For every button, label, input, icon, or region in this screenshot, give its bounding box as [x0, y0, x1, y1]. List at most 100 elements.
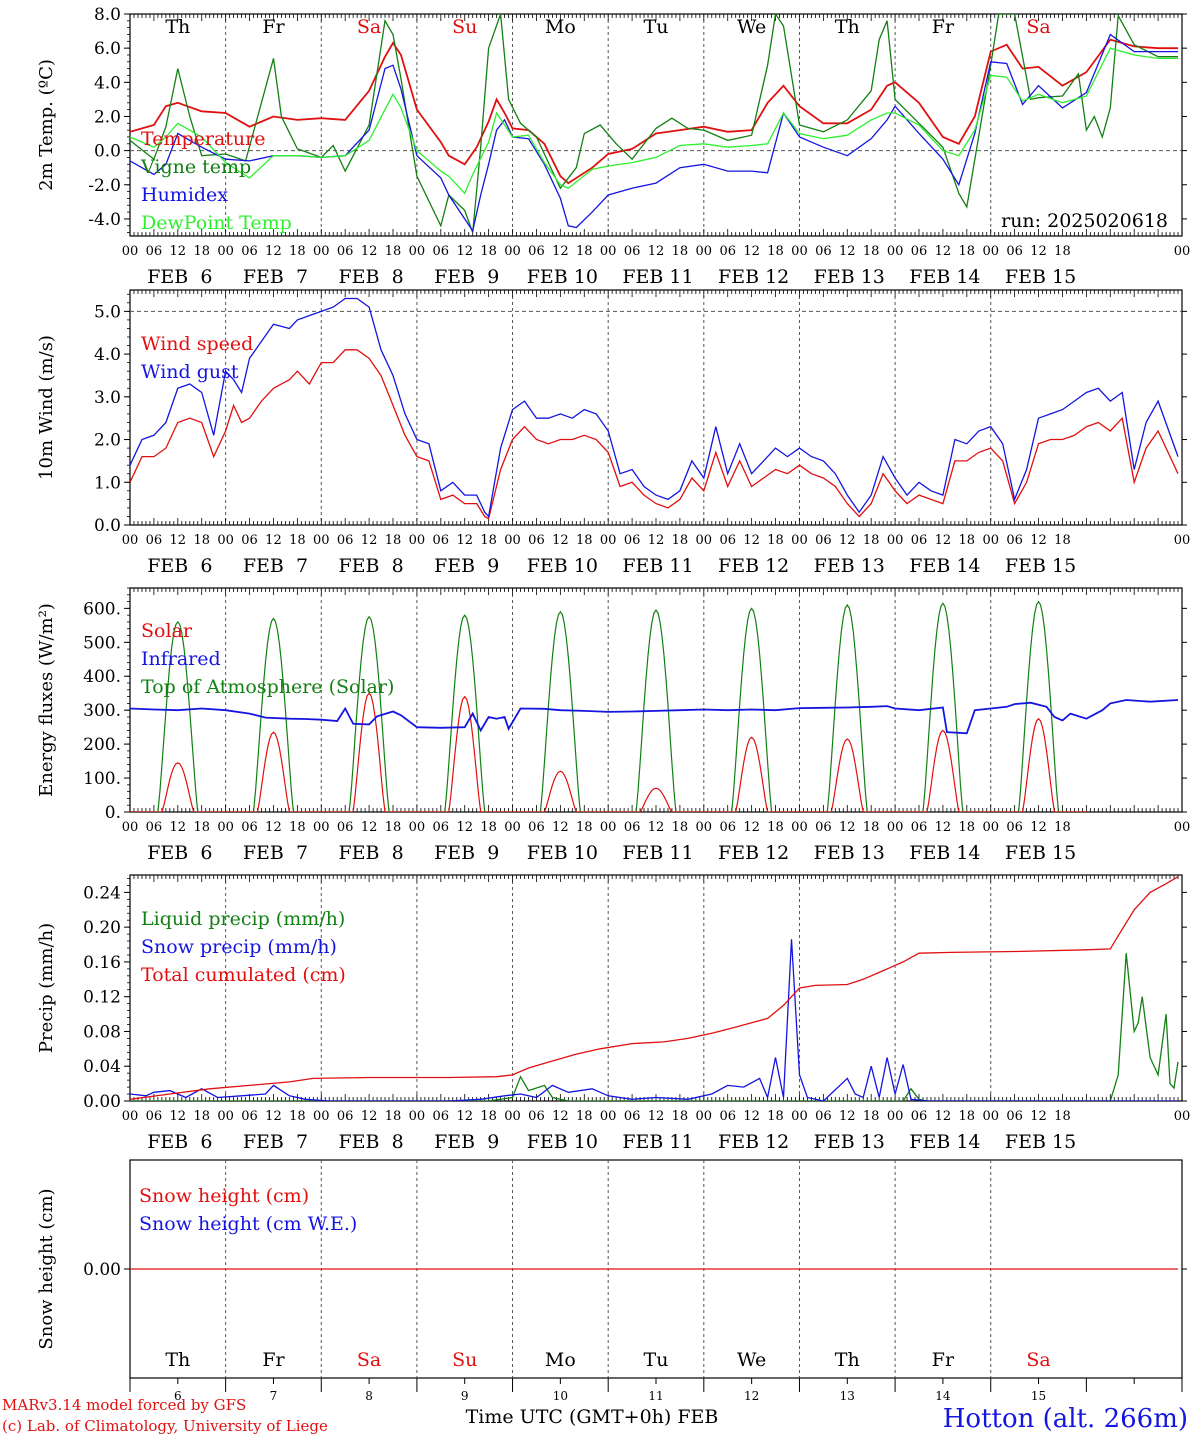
- x-hour-label: 06: [146, 533, 163, 548]
- y-axis-label: 2m Temp. (ºC): [36, 59, 57, 191]
- x-hour-label: 18: [863, 820, 880, 835]
- x-date-label: FEB 9: [434, 842, 499, 864]
- x-hour-label: 18: [576, 533, 593, 548]
- series-line: [130, 47, 1178, 195]
- x-date-label: FEB 6: [147, 842, 212, 864]
- y-tick-label: 0.: [105, 803, 121, 823]
- lab-credit: (c) Lab. of Climatology, University of L…: [2, 1417, 328, 1435]
- x-hour-label: 18: [672, 533, 689, 548]
- series-line: [130, 33, 1178, 233]
- legend-entry: Liquid precip (mm/h): [141, 908, 345, 930]
- x-hour-label: 06: [911, 533, 928, 548]
- day-name: Fr: [932, 16, 955, 38]
- x-hour-label: 12: [935, 1109, 952, 1124]
- x-hour-label: 12: [1030, 533, 1047, 548]
- x-hour-label: 18: [1054, 1109, 1071, 1124]
- x-hour-label: 18: [863, 533, 880, 548]
- day-name: Fr: [932, 1349, 955, 1371]
- y-axis-label: Energy fluxes (W/m²): [36, 603, 57, 797]
- x-hour-label: 00: [122, 820, 139, 835]
- x-date-label: FEB 13: [814, 266, 885, 288]
- x-date-label: FEB 9: [434, 555, 499, 577]
- y-tick-label: 3.0: [94, 388, 121, 408]
- x-date-label: FEB 14: [909, 266, 980, 288]
- x-hour-label: 00: [504, 244, 521, 259]
- x-hour-label: 18: [480, 244, 497, 259]
- x-hour-label: 18: [1054, 533, 1071, 548]
- day-name: Sa: [1026, 1349, 1050, 1371]
- y-tick-label: 0.16: [83, 953, 121, 973]
- y-tick-label: 300.: [83, 701, 121, 721]
- y-tick-label: 1.0: [94, 473, 121, 493]
- x-hour-label: 06: [337, 244, 354, 259]
- x-date-label: FEB 10: [527, 266, 598, 288]
- x-hour-label: 06: [719, 533, 736, 548]
- y-tick-label: -2.0: [88, 176, 121, 196]
- run-label: run: 2025020618: [1001, 210, 1168, 232]
- x-hour-label: 18: [289, 820, 306, 835]
- x-hour-label: 12: [552, 244, 569, 259]
- x-hour-label: 12: [265, 820, 282, 835]
- x-hour-label: 18: [385, 533, 402, 548]
- x-hour-label: 00: [791, 244, 808, 259]
- day-name: Tu: [644, 1349, 669, 1371]
- x-hour-label: 12: [839, 820, 856, 835]
- legend-entry: Infrared: [141, 648, 221, 670]
- x-hour-label: 00: [409, 1109, 426, 1124]
- x-hour-label: 06: [815, 533, 832, 548]
- x-hour-label: 12: [265, 1109, 282, 1124]
- x-hour-label: 00: [313, 244, 330, 259]
- y-tick-label: 400.: [83, 667, 121, 687]
- x-hour-label: 06: [719, 1109, 736, 1124]
- plot-area: [130, 600, 1179, 812]
- x-hour-label: 12: [743, 1109, 760, 1124]
- y-tick-label: 0.00: [83, 1092, 121, 1112]
- panel-2: 0.0 1.0 2.0 3.0 4.0 5.0 10m Wind (m/s) 00 06 12 18…: [36, 289, 1190, 577]
- x-date-label: FEB 11: [622, 266, 693, 288]
- day-name: Th: [835, 1349, 860, 1371]
- series-line: [130, 600, 1087, 812]
- x-hour-label: 00: [696, 533, 713, 548]
- x-hour-label: 00: [409, 244, 426, 259]
- y-tick-label: 8.0: [94, 5, 121, 25]
- x-hour-label: 18: [193, 820, 210, 835]
- x-date-label: FEB 9: [434, 1131, 499, 1153]
- x-hour-label: 00: [1174, 244, 1191, 259]
- x-date-label: FEB 12: [718, 555, 789, 577]
- x-date-label: FEB 11: [622, 1131, 693, 1153]
- x-date-label: FEB 10: [527, 842, 598, 864]
- y-axis-label: Precip (mm/h): [36, 923, 57, 1053]
- x-hour-label: 18: [672, 1109, 689, 1124]
- x-hour-label: 06: [911, 244, 928, 259]
- day-name: Th: [165, 16, 190, 38]
- x-hour-label: 00: [313, 820, 330, 835]
- x-date-label: FEB 8: [338, 1131, 403, 1153]
- x-hour-label: 00: [600, 820, 617, 835]
- x-hour-label: 00: [217, 1109, 234, 1124]
- x-hour-label: 06: [433, 533, 450, 548]
- x-hour-label: 00: [600, 533, 617, 548]
- panel-3: 0. 100. 200. 300. 400. 500. 600. Energy fluxes …: [36, 587, 1191, 864]
- y-tick-label: 4.0: [94, 73, 121, 93]
- legend-entry: Snow precip (mm/h): [141, 936, 337, 958]
- day-number: 14: [935, 1389, 951, 1403]
- x-hour-label: 00: [982, 1109, 999, 1124]
- y-tick-label: 0.0: [94, 142, 121, 162]
- legend-entry: Solar: [141, 620, 193, 642]
- x-hour-label: 00: [313, 533, 330, 548]
- x-hour-label: 12: [361, 533, 378, 548]
- x-hour-label: 06: [624, 244, 641, 259]
- x-hour-label: 06: [146, 244, 163, 259]
- x-hour-label: 00: [1174, 820, 1191, 835]
- x-hour-label: 12: [361, 1109, 378, 1124]
- x-hour-label: 12: [170, 1109, 187, 1124]
- x-hour-label: 18: [289, 244, 306, 259]
- y-tick-label: -4.0: [88, 210, 121, 230]
- x-date-label: FEB 10: [527, 1131, 598, 1153]
- x-hour-label: 06: [1006, 820, 1023, 835]
- x-hour-label: 06: [719, 244, 736, 259]
- x-date-label: FEB 12: [718, 1131, 789, 1153]
- day-name: We: [737, 16, 766, 38]
- x-hour-label: 00: [982, 244, 999, 259]
- day-number: 8: [365, 1389, 373, 1403]
